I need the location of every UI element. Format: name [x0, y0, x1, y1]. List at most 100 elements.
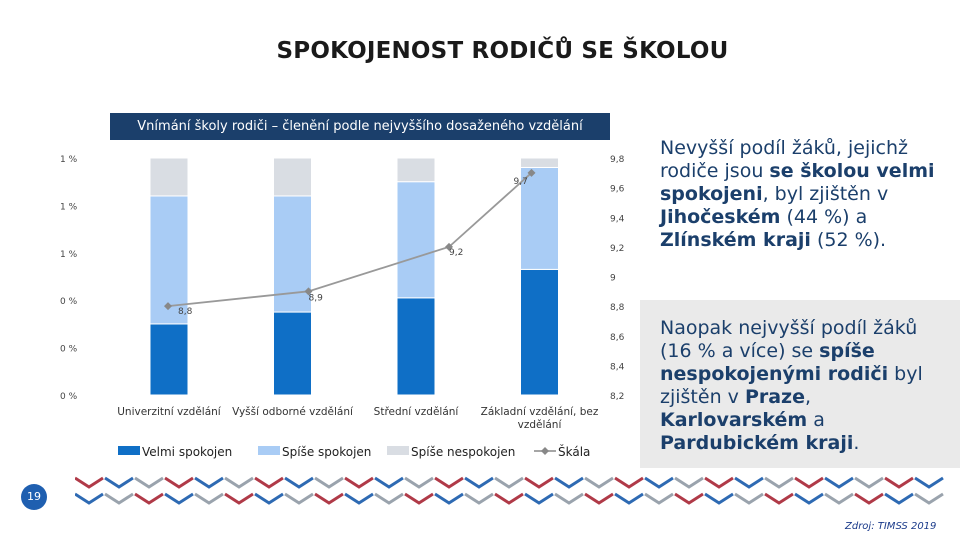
- x-tick-label: Vyšší odborné vzdělání: [232, 406, 354, 418]
- chevron-mark: [764, 492, 794, 505]
- x-tick-label: Univerzitní vzdělání: [117, 406, 222, 418]
- line-data-label: 9,2: [449, 248, 463, 258]
- chevron-mark: [884, 492, 914, 505]
- chevron-mark: [854, 492, 884, 505]
- callout-1-part-6: a: [807, 409, 825, 431]
- callout-0-part-5: Zlínském kraji: [660, 229, 811, 251]
- chevron-mark: [164, 492, 194, 505]
- chevron-mark: [284, 476, 314, 489]
- chevron-mark: [674, 476, 704, 489]
- bar-segment: [149, 323, 189, 396]
- y-right-tick-label: 8,4: [610, 362, 625, 372]
- bar-segment: [149, 157, 189, 197]
- chevron-mark: [464, 476, 494, 489]
- bar-segment: [520, 268, 559, 396]
- line-series-skala: [167, 172, 533, 308]
- chevron-mark: [224, 492, 254, 505]
- chevron-mark: [734, 492, 764, 505]
- bar-segment: [273, 311, 312, 396]
- chevron-mark: [254, 492, 284, 505]
- chevron-mark: [404, 492, 434, 505]
- chevron-mark: [374, 476, 404, 489]
- chevron-mark: [704, 492, 734, 505]
- chevron-mark: [134, 476, 164, 489]
- bar-segment: [520, 157, 559, 168]
- callout-0-part-3: Jihočeském: [660, 206, 781, 228]
- chevron-mark: [854, 476, 884, 489]
- y-right-tick-label: 9,2: [610, 244, 624, 254]
- bar-segment: [396, 181, 436, 299]
- chevron-mark: [734, 476, 764, 489]
- line-point: [304, 287, 313, 296]
- callout-0-part-6: (52 %).: [810, 229, 887, 251]
- line-point: [445, 242, 453, 251]
- y-right-tick-label: 9: [610, 274, 616, 284]
- chevron-mark: [794, 492, 824, 505]
- line-point: [527, 168, 536, 177]
- chevron-mark: [884, 476, 914, 489]
- bar-segment: [396, 157, 436, 183]
- callout-1-part-5: Karlovarském: [660, 409, 808, 431]
- chevron-mark: [75, 476, 104, 489]
- chevron-mark: [75, 492, 104, 505]
- chevron-mark: [134, 492, 164, 505]
- chevron-mark: [374, 492, 404, 505]
- source-note: Zdroj: TIMSS 2019: [845, 521, 937, 532]
- line-data-label: 8,9: [309, 293, 324, 303]
- y-left-tick-label: 1 %: [60, 202, 78, 212]
- legend-label: Spíše spokojen: [282, 445, 371, 459]
- legend-swatch: [387, 446, 409, 455]
- chevron-mark: [524, 476, 554, 489]
- callout-1-part-2: byl zjištěn v: [660, 363, 923, 408]
- chevron-mark: [194, 476, 224, 489]
- callout-satisfied: Nevyšší podíl žáků, jejichž rodiče jsou …: [640, 125, 960, 295]
- callout-1-part-4: ,: [805, 386, 812, 408]
- page-number: 19: [21, 484, 47, 510]
- chevron-mark: [644, 476, 674, 489]
- chevron-mark: [824, 476, 854, 489]
- bar-segment: [149, 195, 189, 325]
- chevron-mark: [314, 492, 344, 505]
- y-left-tick-label: 0 %: [60, 297, 78, 307]
- chevron-mark: [344, 476, 374, 489]
- chevron-mark: [104, 492, 134, 505]
- legend-marker: [541, 447, 549, 455]
- chevron-mark: [614, 492, 644, 505]
- chevron-mark: [524, 492, 554, 505]
- y-right-tick-label: 9,4: [610, 214, 625, 224]
- chevron-mark: [164, 476, 194, 489]
- legend-label: Velmi spokojen: [142, 445, 232, 459]
- chevron-mark: [494, 476, 524, 489]
- chevron-mark: [224, 476, 254, 489]
- chevron-mark: [404, 476, 434, 489]
- bar-segment: [273, 157, 312, 197]
- chevron-mark: [104, 476, 134, 489]
- chevron-mark: [764, 476, 794, 489]
- x-tick-label: vzdělání: [518, 419, 563, 431]
- chevron-mark: [914, 492, 944, 505]
- callout-1-part-8: .: [853, 432, 860, 454]
- chevron-mark: [674, 492, 704, 505]
- callout-0-part-2: , byl zjištěn v: [762, 183, 889, 205]
- y-right-tick-label: 8,2: [610, 392, 624, 402]
- callout-0-part-1: se školou velmi spokojeni: [660, 160, 935, 205]
- callout-0-part-0: Nevyšší podíl žáků, jejichž rodiče jsou: [660, 137, 908, 182]
- chevron-mark: [914, 476, 944, 489]
- x-tick-label: Střední vzdělání: [374, 406, 460, 418]
- y-right-tick-label: 9,6: [610, 185, 625, 195]
- chevron-mark: [584, 492, 614, 505]
- chevron-mark: [554, 476, 584, 489]
- y-right-tick-label: 9,8: [610, 155, 625, 165]
- x-tick-label: Základní vzdělání, bez: [481, 406, 599, 418]
- y-right-tick-label: 8,6: [610, 333, 625, 343]
- callout-1-part-0: Naopak nejvyšší podíl žáků (16 % a více)…: [660, 317, 918, 362]
- y-left-tick-label: 0 %: [60, 345, 78, 355]
- chevron-mark: [194, 492, 224, 505]
- chart-title: Vnímání školy rodiči – členění podle nej…: [110, 113, 610, 140]
- chevron-decoration: [75, 476, 944, 505]
- legend-swatch: [258, 446, 280, 455]
- legend-label: Spíše nespokojen: [411, 445, 515, 459]
- chevron-mark: [434, 476, 464, 489]
- chevron-mark: [554, 492, 584, 505]
- callout-satisfied-text: Nevyšší podíl žáků, jejichž rodiče jsou …: [660, 137, 954, 252]
